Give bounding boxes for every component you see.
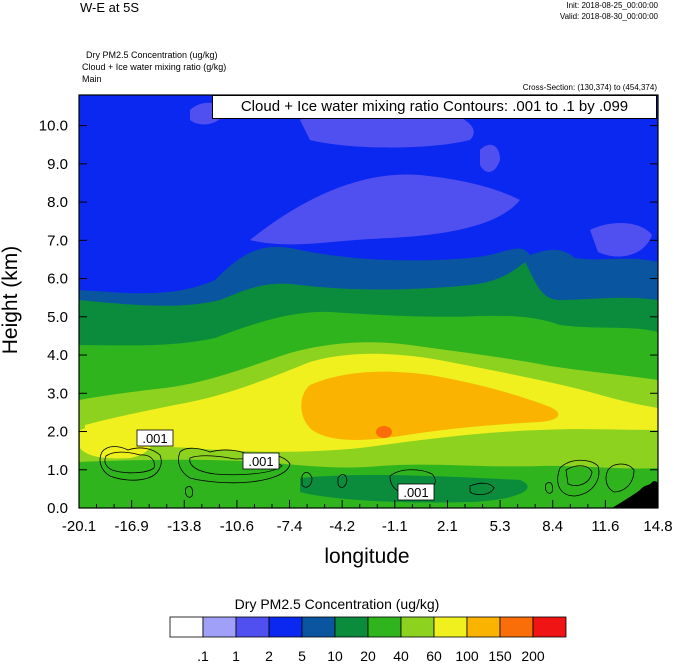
x-tick-label: -1.1 <box>382 518 408 535</box>
plot-title: W-E at 5S <box>80 0 140 15</box>
y-tick-label: 10.0 <box>39 118 68 135</box>
colorbar-swatch <box>532 616 567 638</box>
y-axis: 0.0 1.0 2.0 3.0 4.0 5.0 6.0 7.0 8.0 9.0 10.0 <box>39 118 658 517</box>
colorbar-label: 40 <box>393 648 409 664</box>
x-tick-label: 2.1 <box>437 518 458 535</box>
colorbar-label: 200 <box>521 648 545 664</box>
y-axis-label: Height (km) <box>0 246 22 355</box>
colorbar-swatch <box>400 616 435 638</box>
x-tick-label: 8.4 <box>542 518 563 535</box>
y-tick-label: 2.0 <box>47 424 68 441</box>
x-tick-label: -20.1 <box>62 518 96 535</box>
colorbar-label: 150 <box>488 648 512 664</box>
concentration-field <box>79 95 658 508</box>
x-tick-label: -10.6 <box>220 518 254 535</box>
colorbar-swatch <box>301 616 336 638</box>
contour-legend-box: Cloud + Ice water mixing ratio Contours:… <box>212 95 657 119</box>
colorbar-swatch <box>334 616 369 638</box>
colorbar-title: Dry PM2.5 Concentration (ug/kg) <box>234 596 440 612</box>
colorbar-label: 100 <box>455 648 479 664</box>
contour-label-3: .001 <box>403 485 428 500</box>
y-tick-label: 8.0 <box>47 194 68 211</box>
colorbar-label: .1 <box>197 648 209 664</box>
colorbar-swatch <box>169 616 204 638</box>
contour-label-1: .001 <box>142 431 167 446</box>
colorbar-label: 10 <box>327 648 343 664</box>
colorbar-swatch <box>367 616 402 638</box>
valid-time: Valid: 2018-08-30_00:00:00 <box>559 12 658 21</box>
y-tick-label: 6.0 <box>47 271 68 288</box>
x-tick-label: 14.8 <box>643 518 672 535</box>
x-tick-label: 5.3 <box>490 518 511 535</box>
colorbar-label: 1 <box>232 648 240 664</box>
colorbar-swatch <box>235 616 270 638</box>
colorbar-swatch <box>466 616 501 638</box>
field-label-main: Main <box>82 74 102 84</box>
y-tick-label: 3.0 <box>47 385 68 402</box>
init-time: Init: 2018-08-25_00:00:00 <box>566 1 658 10</box>
y-tick-label: 0.0 <box>47 500 68 517</box>
y-tick-label: 7.0 <box>47 232 68 249</box>
y-tick-label: 5.0 <box>47 309 68 326</box>
field-label-cloud-ice: Cloud + Ice water mixing ratio (g/kg) <box>82 62 227 72</box>
x-tick-label: -4.2 <box>329 518 355 535</box>
x-tick-label: -7.4 <box>277 518 303 535</box>
x-tick-label: 11.6 <box>591 518 619 535</box>
colorbar-label: 20 <box>360 648 376 664</box>
colorbar-label: 5 <box>298 648 306 664</box>
colorbar-swatch <box>268 616 303 638</box>
y-tick-label: 1.0 <box>47 462 68 479</box>
y-tick-label: 4.0 <box>47 347 68 364</box>
x-axis: -20.1 -16.9 -13.8 -10.6 -7.4 -4.2 -1.1 2.1 5.3 8.… <box>62 500 673 535</box>
contour-labels: .001 .001 .001 <box>136 429 435 501</box>
field-label-pm25: Dry PM2.5 Concentration (ug/kg) <box>86 50 218 60</box>
x-tick-label: -13.8 <box>167 518 201 535</box>
colorbar-swatch <box>499 616 534 638</box>
colorbar: .1 1 2 5 10 20 40 60 100 150 200 <box>169 616 567 664</box>
contour-legend-text: Cloud + Ice water mixing ratio Contours:… <box>240 98 629 115</box>
colorbar-label: 2 <box>265 648 273 664</box>
colorbar-swatch <box>202 616 237 638</box>
cross-section-label: Cross-Section: (130,374) to (454,374) <box>522 83 657 92</box>
y-tick-label: 9.0 <box>47 156 68 173</box>
x-tick-label: -16.9 <box>115 518 149 535</box>
colorbar-label: 60 <box>426 648 442 664</box>
x-axis-label: longitude <box>324 545 409 568</box>
contour-label-2: .001 <box>248 454 273 469</box>
colorbar-swatch <box>433 616 468 638</box>
